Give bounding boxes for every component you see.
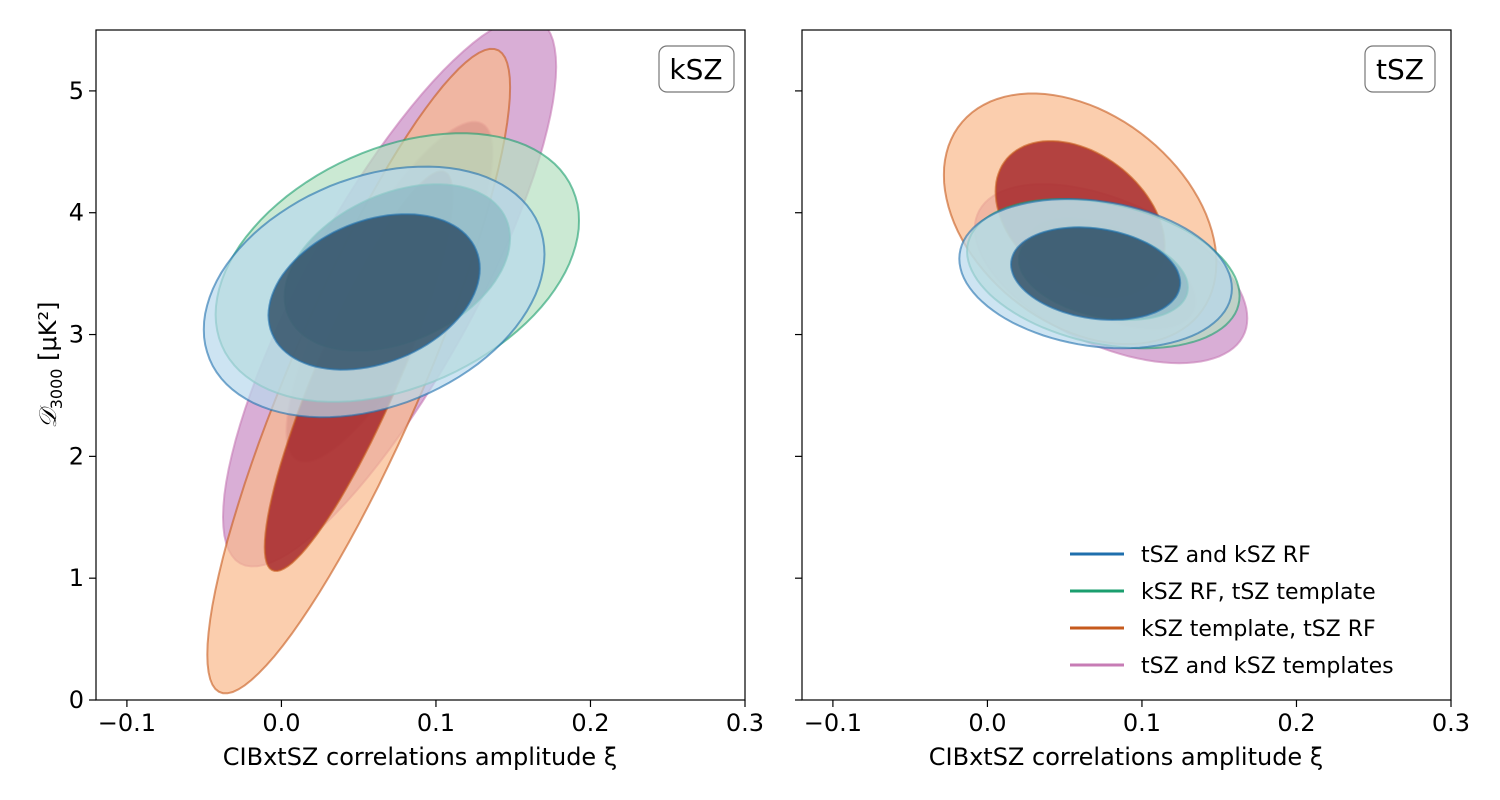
- y-tick-label: 0: [69, 686, 84, 714]
- x-tick-label: 0.1: [417, 709, 455, 737]
- panel-label-box-tsz: [1364, 45, 1436, 93]
- axes-frame-ksz: [95, 29, 746, 701]
- x-axis-ksz: −0.1 0.0 0.1 0.2 0.3: [98, 700, 764, 737]
- x-tick-label: 0.2: [1277, 709, 1315, 737]
- panel-label-box-ksz: [658, 45, 735, 93]
- panel-ksz: −0.1 0.0 0.1 0.2 0.3 0 1 2 3 4 5 CIBxtSZ correlat…: [34, 29, 764, 771]
- x-tick-label: 0.2: [571, 709, 609, 737]
- legend-label-ksz-template-tsz-rf: kSZ template, tSZ RF: [1141, 617, 1376, 642]
- x-tick-label: −0.1: [98, 709, 156, 737]
- x-axis-tsz: −0.1 0.0 0.1 0.2 0.3: [804, 700, 1470, 737]
- x-tick-label: 0.1: [1123, 709, 1161, 737]
- legend-label-tsz-and-ksz-rf: tSZ and kSZ RF: [1141, 543, 1311, 568]
- x-axis-label-tsz: CIBxtSZ correlations amplitude ξ: [929, 743, 1323, 771]
- y-axis-tsz: [795, 90, 802, 701]
- contour-layer-ksz: [202, 30, 581, 695]
- axes-frame-tsz: [801, 29, 1452, 701]
- x-tick-label: 0.0: [968, 709, 1006, 737]
- contour-68-tsz-and-ksz-rf: [267, 213, 481, 371]
- x-tick-label: −0.1: [804, 709, 862, 737]
- y-tick-label: 4: [69, 199, 84, 227]
- contour-layer-tsz: [942, 92, 1249, 365]
- y-tick-label: 1: [69, 564, 84, 592]
- contour-68-tsz-and-ksz-rf: [1009, 226, 1182, 321]
- legend-label-tsz-and-ksz-templates: tSZ and kSZ templates: [1141, 654, 1394, 679]
- x-tick-label: 0.0: [262, 709, 300, 737]
- y-axis-label: 𝒟3000 [μK²]: [34, 302, 66, 429]
- x-axis-label-ksz: CIBxtSZ correlations amplitude ξ: [223, 743, 617, 771]
- panel-label-ksz: kSZ: [669, 53, 722, 86]
- x-tick-label: 0.3: [1432, 709, 1470, 737]
- y-tick-label: 3: [69, 321, 84, 349]
- y-axis-label-units: [μK²]: [34, 302, 62, 369]
- y-tick-label: 2: [69, 442, 84, 470]
- panel-label-tsz: tSZ: [1376, 53, 1424, 86]
- y-axis-label-subscript: 3000: [47, 369, 66, 410]
- x-tick-label: 0.3: [726, 709, 764, 737]
- legend-label-ksz-rf-tsz-template: kSZ RF, tSZ template: [1141, 580, 1376, 605]
- y-tick-label: 5: [69, 77, 84, 105]
- panel-tsz: −0.1 0.0 0.1 0.2 0.3 CIBxtSZ correlations am…: [795, 29, 1470, 771]
- legend: tSZ and kSZ RF kSZ RF, tSZ template kSZ te…: [1070, 543, 1394, 679]
- y-axis-ksz: 0 1 2 3 4 5: [69, 77, 96, 714]
